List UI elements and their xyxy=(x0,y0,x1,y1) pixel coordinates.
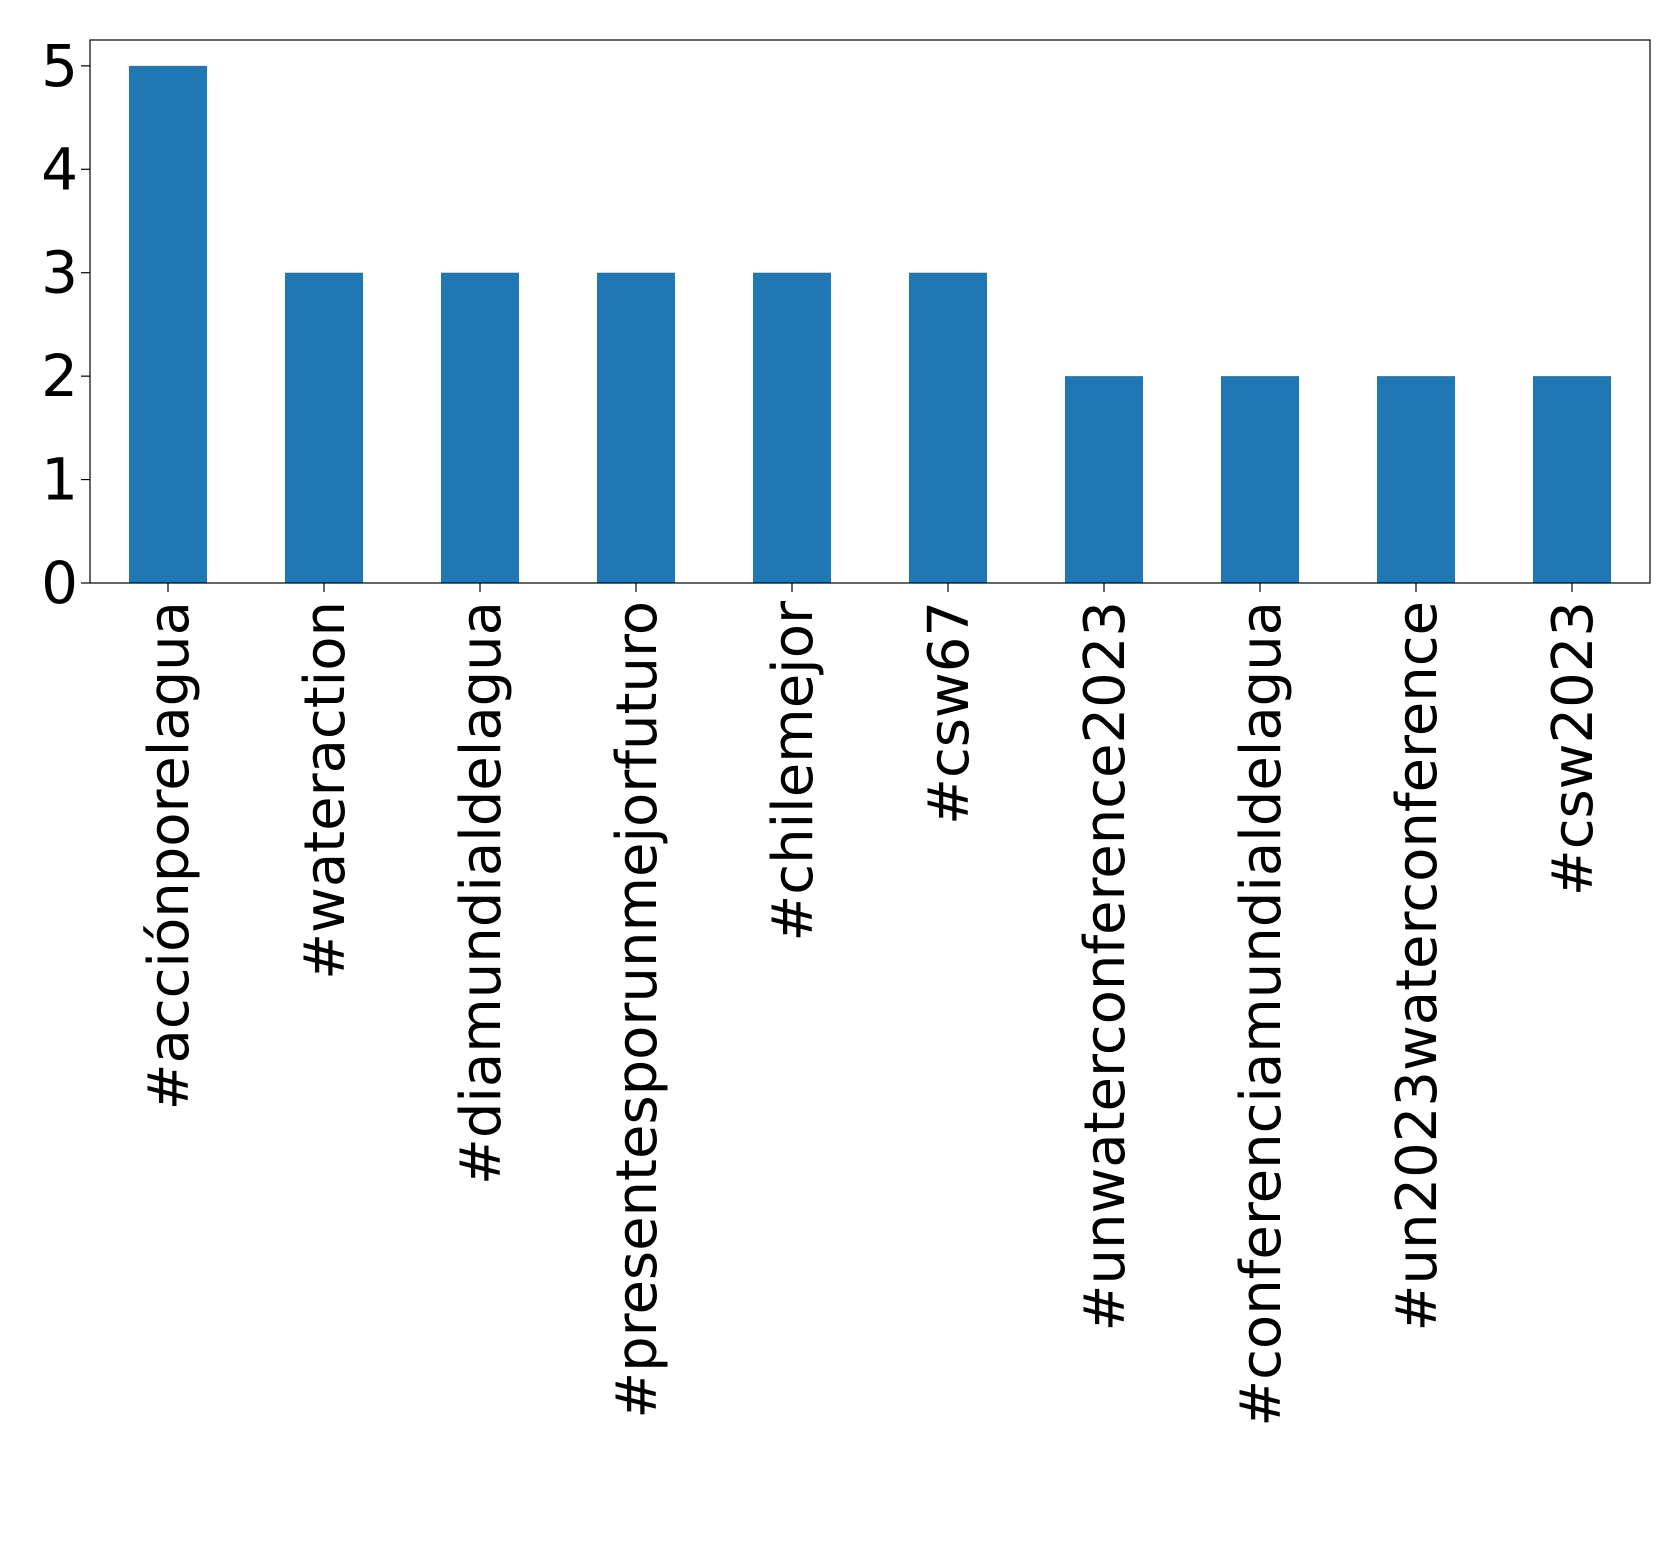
bar-2 xyxy=(441,272,519,583)
x-tick-label-0: #acciónporelagua xyxy=(137,601,202,1110)
x-tick-label-7: #conferenciamundialdelagua xyxy=(1229,601,1294,1427)
bar-0 xyxy=(129,65,207,584)
y-tick-label-3: 3 xyxy=(41,239,78,307)
x-axis: #acciónporelagua #wateraction #diamundiald… xyxy=(137,583,1606,1427)
bar-9 xyxy=(1533,376,1611,583)
x-tick-label-1: #wateraction xyxy=(293,601,358,980)
bar-8 xyxy=(1377,376,1455,583)
x-tick-label-4: #chilemejor xyxy=(761,600,826,942)
bar-7 xyxy=(1221,376,1299,583)
bar-1 xyxy=(285,272,363,583)
x-tick-label-9: #csw2023 xyxy=(1541,601,1606,896)
y-tick-label-1: 1 xyxy=(41,446,78,514)
x-tick-label-6: #unwaterconference2023 xyxy=(1073,601,1138,1331)
y-axis: 0 1 2 3 4 5 xyxy=(41,32,90,617)
x-tick-label-3: #presentesporunmejorfuturo xyxy=(605,601,670,1419)
x-tick-label-5: #csw67 xyxy=(917,601,982,825)
y-tick-label-0: 0 xyxy=(41,549,78,617)
x-tick-label-2: #diamundialdelagua xyxy=(449,601,514,1185)
y-tick-label-2: 2 xyxy=(41,342,78,410)
x-tick-label-8: #un2023waterconference xyxy=(1385,601,1450,1331)
bar-6 xyxy=(1065,376,1143,583)
bar-5 xyxy=(909,272,987,583)
bar-3 xyxy=(597,272,675,583)
bar-4 xyxy=(753,272,831,583)
plot-frame xyxy=(89,39,1651,584)
bars-group xyxy=(129,65,1611,584)
y-tick-label-5: 5 xyxy=(41,32,78,100)
y-tick-label-4: 4 xyxy=(41,135,78,203)
